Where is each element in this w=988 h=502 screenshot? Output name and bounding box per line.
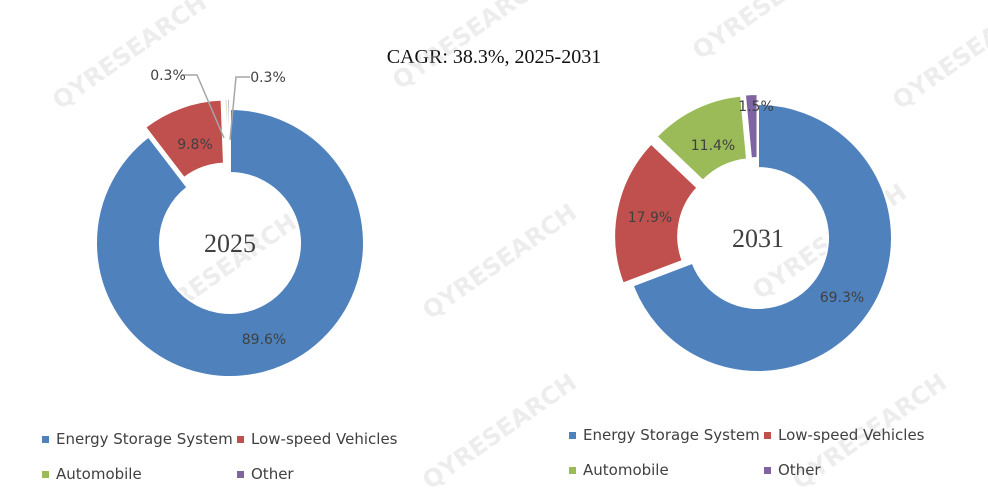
legend-swatch bbox=[42, 435, 49, 443]
data-label-auto-2025: 0.3% bbox=[150, 68, 186, 84]
legend-item-other-2025: Other bbox=[237, 465, 294, 483]
legend-item-other-2031: Other bbox=[764, 461, 821, 479]
legend-label: Energy Storage System bbox=[56, 430, 233, 448]
leader-line-other-2025 bbox=[229, 76, 250, 141]
data-label-energy-2025: 89.6% bbox=[242, 332, 286, 348]
legend-label: Automobile bbox=[583, 461, 669, 479]
legend-label: Low-speed Vehicles bbox=[251, 430, 398, 448]
slice-energy-2031 bbox=[631, 102, 893, 373]
legend-item-lowspeed-2031: Low-speed Vehicles bbox=[764, 426, 925, 444]
legend-item-lowspeed-2025: Low-speed Vehicles bbox=[237, 430, 398, 448]
data-label-other-2025: 0.3% bbox=[250, 70, 286, 86]
slice-auto-2031 bbox=[655, 94, 749, 183]
watermark-text: QYRESEARCH bbox=[887, 0, 988, 115]
data-label-auto-2031: 11.4% bbox=[691, 138, 735, 154]
legend-swatch bbox=[764, 431, 771, 439]
legend-label: Energy Storage System bbox=[583, 426, 760, 444]
watermark-text: QYRESEARCH bbox=[387, 0, 551, 95]
legend-swatch bbox=[237, 470, 244, 478]
legend-swatch bbox=[237, 435, 244, 443]
watermark-text: QYRESEARCH bbox=[47, 0, 211, 115]
legend-swatch bbox=[42, 470, 49, 478]
watermark-text: QYRESEARCH bbox=[687, 0, 851, 65]
data-label-lowspeed-2025: 9.8% bbox=[177, 137, 213, 153]
slice-lowspeed-2025 bbox=[143, 98, 226, 180]
center-label-2031: 2031 bbox=[732, 224, 784, 253]
legend-item-energy-2031: Energy Storage System bbox=[569, 426, 760, 444]
legend-label: Low-speed Vehicles bbox=[778, 426, 925, 444]
legend-label: Other bbox=[778, 461, 821, 479]
slice-lowspeed-2031 bbox=[613, 142, 699, 285]
legend-item-energy-2025: Energy Storage System bbox=[42, 430, 233, 448]
leader-line-auto-2025 bbox=[182, 74, 225, 139]
slice-other-2025 bbox=[226, 98, 231, 165]
data-label-other-2031: 1.5% bbox=[738, 99, 774, 115]
donut-2025: 89.6% 9.8% 0.3% 0.3% 2025 bbox=[95, 68, 365, 378]
watermark-text: QYRESEARCH bbox=[417, 368, 581, 495]
data-label-lowspeed-2031: 17.9% bbox=[628, 210, 672, 226]
legend-label: Automobile bbox=[56, 465, 142, 483]
legend-label: Other bbox=[251, 465, 294, 483]
slice-energy-2025 bbox=[95, 107, 365, 378]
center-label-2025: 2025 bbox=[204, 229, 256, 258]
legend-swatch bbox=[569, 466, 576, 474]
donut-2031: 69.3% 17.9% 11.4% 1.5% 2031 bbox=[613, 93, 893, 373]
legend-swatch bbox=[569, 431, 576, 439]
legend-item-auto-2025: Automobile bbox=[42, 465, 142, 483]
chart-title: CAGR: 38.3%, 2025-2031 bbox=[386, 46, 602, 68]
watermark-text: QYRESEARCH bbox=[417, 198, 581, 325]
legend-item-auto-2031: Automobile bbox=[569, 461, 669, 479]
slice-other-2031 bbox=[743, 93, 759, 160]
data-label-energy-2031: 69.3% bbox=[820, 290, 864, 306]
legend-swatch bbox=[764, 466, 771, 474]
